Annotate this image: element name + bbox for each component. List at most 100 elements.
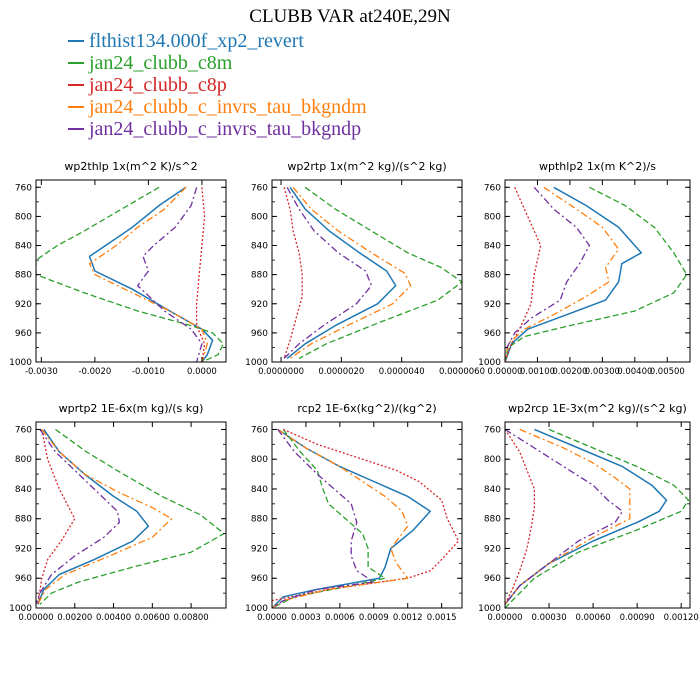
legend-item: jan24_clubb_c_invrs_tau_bkgndp [68, 118, 367, 140]
chart-panel: wp2rcp 1E-3x(m^2 kg)/(s^2 kg) 760 800 840 88… [478, 402, 699, 623]
legend-swatch [68, 84, 84, 86]
series-line-3 [195, 187, 206, 362]
x-tick-label: 0.00500 [650, 367, 685, 377]
y-tick-label: 880 [15, 271, 32, 281]
x-tick-label: 0.00090 [620, 613, 655, 623]
x-tick-label: 0.0009 [359, 613, 389, 623]
y-tick-label: 840 [251, 485, 268, 495]
chart-series-group [283, 186, 462, 359]
series-line-3 [37, 429, 76, 605]
legend-label: jan24_clubb_c8m [89, 52, 233, 74]
y-tick-label: 840 [484, 242, 501, 252]
series-line-2 [505, 186, 688, 362]
series-line-2 [272, 429, 386, 608]
chart-frame [35, 421, 227, 609]
chart-series-group [505, 186, 688, 362]
chart-series-group [505, 428, 690, 608]
legend-item: jan24_clubb_c_invrs_tau_bkgndm [68, 96, 367, 118]
y-tick-label: 760 [484, 183, 501, 193]
x-tick-label: 0.0000 [187, 367, 217, 377]
x-tick-label: -0.0030 [25, 367, 58, 377]
y-tick-label: 880 [251, 271, 268, 281]
y-tick-label: 960 [15, 574, 32, 584]
series-line-3 [283, 187, 303, 359]
y-tick-label: 800 [484, 212, 501, 222]
y-tick-label: 840 [251, 242, 268, 252]
y-tick-label: 760 [15, 183, 32, 193]
x-tick-label: 0.00000 [487, 613, 522, 623]
x-tick-label: 0.00400 [617, 367, 652, 377]
legend-label: jan24_clubb_c_invrs_tau_bkgndm [89, 96, 367, 118]
legend: flthist134.000f_xp2_revert jan24_clubb_c… [68, 30, 367, 140]
y-tick-label: 920 [484, 300, 501, 310]
y-tick-label: 960 [15, 329, 32, 339]
series-line-3 [505, 187, 542, 362]
chart-frame [504, 179, 691, 363]
chart-series-group [36, 428, 225, 605]
series-line-4 [272, 428, 409, 608]
legend-swatch [68, 106, 84, 108]
chart-title: wp2rtp 1x(m^2 kg)/(s^2 kg) [287, 160, 446, 173]
figure-title: CLUBB VAR at240E,29N [249, 6, 451, 27]
y-tick-label: 960 [251, 329, 268, 339]
chart-panel: rcp2 1E-6x(kg^2)/(kg^2) 760 800 840 880 920 96… [245, 402, 463, 623]
series-line-1 [272, 428, 432, 608]
series-line-1 [88, 186, 214, 362]
chart-frame [504, 421, 691, 609]
x-tick-label: 0.00000 [18, 613, 53, 623]
y-tick-label: 1000 [245, 358, 268, 368]
x-tick-label: 0.0015 [427, 613, 457, 623]
chart-title: rcp2 1E-6x(kg^2)/(kg^2) [297, 402, 436, 415]
x-tick-label: 0.0012 [393, 613, 423, 623]
x-tick-label: 0.00200 [57, 613, 92, 623]
y-tick-label: 880 [15, 515, 32, 525]
series-line-3 [272, 428, 460, 602]
series-line-5 [505, 186, 591, 362]
x-tick-label: 0.00120 [664, 613, 699, 623]
x-tick-label: 0.0000000 [258, 367, 304, 377]
x-tick-label: 0.00300 [585, 367, 620, 377]
y-tick-label: 1000 [245, 604, 268, 614]
y-tick-label: 840 [15, 485, 32, 495]
chart-frame [271, 179, 463, 363]
x-tick-label: 0.00400 [96, 613, 131, 623]
series-line-4 [37, 428, 173, 605]
y-tick-label: 960 [484, 329, 501, 339]
y-tick-label: 800 [15, 212, 32, 222]
x-tick-label: 0.0000 [257, 613, 287, 623]
legend-item: flthist134.000f_xp2_revert [68, 30, 367, 52]
y-tick-label: 800 [251, 455, 268, 465]
chart-panel: wprtp2 1E-6x(m kg)/(s kg) 760 800 840 880 920… [9, 402, 227, 623]
x-tick-label: -0.0010 [132, 367, 165, 377]
series-line-4 [289, 186, 412, 359]
series-line-2 [39, 428, 225, 605]
chart-panel: wpthlp2 1x(m K^2)/s 760 800 840 880 920 960 100… [478, 160, 691, 377]
x-tick-label: 0.00000 [487, 367, 522, 377]
y-tick-label: 1000 [478, 604, 501, 614]
y-tick-label: 1000 [478, 358, 501, 368]
y-tick-label: 800 [15, 455, 32, 465]
y-tick-label: 880 [251, 515, 268, 525]
legend-item: jan24_clubb_c8m [68, 52, 367, 74]
x-tick-label: 0.00060 [576, 613, 611, 623]
y-tick-label: 760 [251, 425, 268, 435]
chart-frame [35, 179, 227, 363]
x-tick-label: 0.0000020 [318, 367, 364, 377]
x-tick-label: 0.00600 [135, 613, 170, 623]
chart-title: wp2rcp 1E-3x(m^2 kg)/(s^2 kg) [508, 402, 687, 415]
x-tick-label: 0.00200 [552, 367, 587, 377]
y-tick-label: 800 [251, 212, 268, 222]
y-tick-label: 880 [484, 271, 501, 281]
chart-panel: wp2thlp 1x(m^2 K)/s^2 760 800 840 880 920 960 1… [9, 160, 227, 377]
chart-series-group [36, 186, 224, 362]
chart-frame [271, 421, 463, 609]
y-tick-label: 1000 [9, 604, 32, 614]
y-tick-label: 960 [251, 574, 268, 584]
chart-panel: wp2rtp 1x(m^2 kg)/(s^2 kg) 760 800 840 880 92… [245, 160, 485, 377]
chart-title: wprtp2 1E-6x(m kg)/(s kg) [59, 402, 204, 415]
y-tick-label: 920 [15, 300, 32, 310]
series-line-5 [36, 429, 121, 605]
x-tick-label: 0.00800 [174, 613, 209, 623]
series-line-5 [137, 187, 203, 362]
